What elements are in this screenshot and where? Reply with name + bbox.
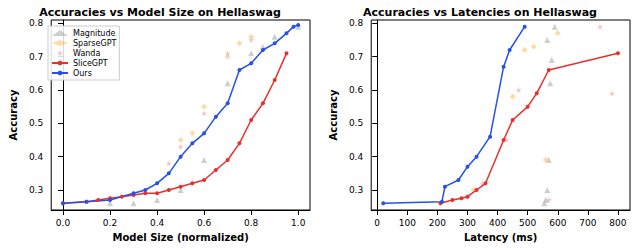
svg-text:SliceGPT: SliceGPT bbox=[73, 59, 108, 68]
svg-text:0.6: 0.6 bbox=[197, 218, 212, 228]
svg-text:0.5: 0.5 bbox=[29, 118, 43, 128]
svg-text:0.0: 0.0 bbox=[56, 218, 71, 228]
svg-text:Wanda: Wanda bbox=[73, 49, 100, 58]
svg-text:600: 600 bbox=[549, 218, 566, 228]
svg-text:500: 500 bbox=[519, 218, 536, 228]
svg-text:0.8: 0.8 bbox=[349, 18, 364, 28]
svg-text:0: 0 bbox=[374, 218, 380, 228]
svg-text:0.4: 0.4 bbox=[150, 218, 165, 228]
svg-text:0.5: 0.5 bbox=[349, 118, 363, 128]
svg-text:SparseGPT: SparseGPT bbox=[73, 39, 116, 48]
svg-text:0.2: 0.2 bbox=[103, 218, 117, 228]
svg-text:Model Size (normalized): Model Size (normalized) bbox=[112, 232, 248, 243]
svg-text:800: 800 bbox=[609, 218, 626, 228]
svg-text:0.7: 0.7 bbox=[29, 52, 43, 62]
svg-text:0.3: 0.3 bbox=[349, 185, 363, 195]
svg-text:0.8: 0.8 bbox=[29, 18, 44, 28]
svg-text:Ours: Ours bbox=[73, 69, 92, 78]
svg-text:Accuracy: Accuracy bbox=[8, 89, 19, 140]
svg-text:0.3: 0.3 bbox=[29, 185, 43, 195]
svg-text:0.4: 0.4 bbox=[29, 152, 44, 162]
svg-text:Magnitude: Magnitude bbox=[73, 29, 115, 38]
svg-text:0.7: 0.7 bbox=[349, 52, 363, 62]
svg-text:200: 200 bbox=[429, 218, 446, 228]
svg-text:Latency (ms): Latency (ms) bbox=[464, 232, 537, 243]
svg-text:Accuracy: Accuracy bbox=[328, 89, 339, 140]
svg-text:300: 300 bbox=[459, 218, 476, 228]
svg-text:Accuracies vs Latencies on Hel: Accuracies vs Latencies on Hellaswag bbox=[363, 6, 597, 19]
svg-text:0.6: 0.6 bbox=[349, 85, 364, 95]
svg-text:100: 100 bbox=[399, 218, 416, 228]
svg-text:400: 400 bbox=[489, 218, 506, 228]
svg-text:0.6: 0.6 bbox=[29, 85, 44, 95]
svg-text:0.4: 0.4 bbox=[349, 152, 364, 162]
svg-text:Accuracies vs Model Size on He: Accuracies vs Model Size on Hellaswag bbox=[39, 6, 281, 19]
svg-text:1.0: 1.0 bbox=[291, 218, 306, 228]
svg-text:0.8: 0.8 bbox=[244, 218, 259, 228]
svg-text:700: 700 bbox=[579, 218, 596, 228]
